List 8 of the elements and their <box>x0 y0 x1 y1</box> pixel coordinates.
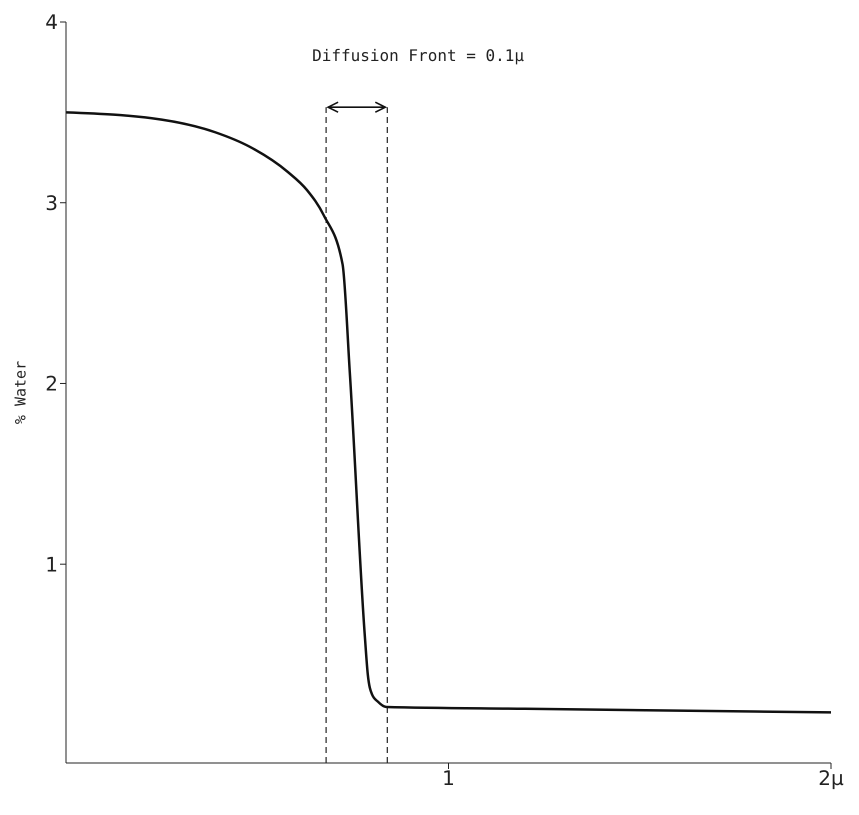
x-tick-label: 2μ <box>818 766 844 790</box>
y-tick-label: 1 <box>45 552 58 576</box>
line-series <box>66 111 831 714</box>
annotation: Diffusion Front = 0.1μ <box>312 46 524 66</box>
y-tick-label: 3 <box>45 190 58 215</box>
y-tick-label: 4 <box>45 10 58 34</box>
y-axis-title: % Water <box>11 360 30 424</box>
y-tick-label: 2 <box>45 372 58 396</box>
